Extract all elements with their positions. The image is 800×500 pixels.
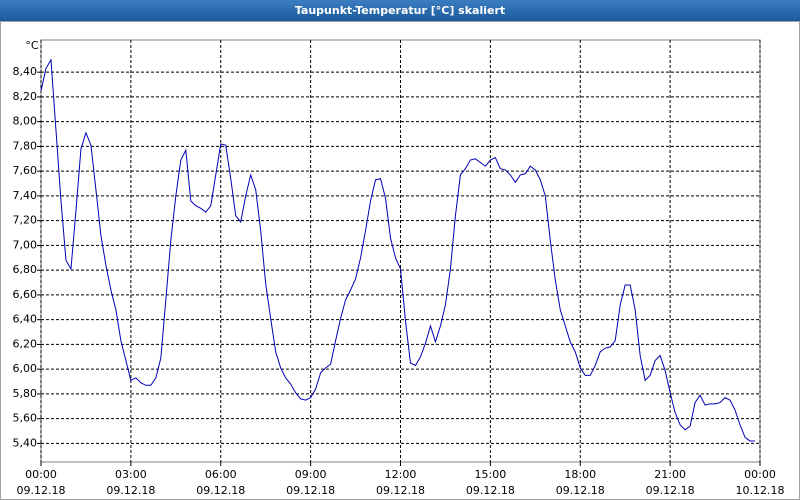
x-tick-date: 09.12.18 (106, 484, 155, 497)
y-tick-label: 6,20 (13, 337, 38, 350)
y-tick-label: 5,80 (13, 387, 38, 400)
y-tick-label: 7,20 (13, 214, 38, 227)
y-tick-label: 6,00 (13, 362, 38, 375)
x-tick-date: 09.12.18 (17, 484, 66, 497)
y-tick-label: 8,00 (13, 115, 38, 128)
y-tick-label: 6,40 (13, 313, 38, 326)
y-tick-label: 5,60 (13, 412, 38, 425)
y-tick-label: 7,80 (13, 139, 38, 152)
title-bar (0, 0, 800, 21)
y-tick-label: 6,60 (13, 288, 38, 301)
x-tick-date: 10.12.18 (736, 484, 785, 497)
x-tick-date: 09.12.18 (376, 484, 425, 497)
y-tick-label: 8,20 (13, 90, 38, 103)
y-tick-label: 8,40 (13, 65, 38, 78)
x-tick-date: 09.12.18 (556, 484, 605, 497)
y-tick-label: 5,40 (13, 436, 38, 449)
x-tick-date: 09.12.18 (646, 484, 695, 497)
x-tick-date: 09.12.18 (466, 484, 515, 497)
x-tick-label: 06:00 (205, 468, 237, 481)
x-tick-date: 09.12.18 (286, 484, 335, 497)
x-tick-label: 00:00 (744, 468, 776, 481)
y-tick-label: 7,60 (13, 164, 38, 177)
x-tick-label: 18:00 (564, 468, 596, 481)
line-series (40, 58, 756, 442)
y-tick-label: 6,80 (13, 263, 38, 276)
x-tick-label: 21:00 (654, 468, 686, 481)
x-tick-label: 00:00 (25, 468, 57, 481)
x-tick-date: 09.12.18 (196, 484, 245, 497)
x-tick-label: 12:00 (385, 468, 417, 481)
chart-title: Taupunkt-Temperatur [°C] skaliert (295, 4, 505, 17)
y-tick-label: 7,00 (13, 238, 38, 251)
x-tick-label: 03:00 (115, 468, 147, 481)
y-tick-label: 7,40 (13, 189, 38, 202)
x-tick-label: 15:00 (475, 468, 507, 481)
x-tick-label: 09:00 (295, 468, 327, 481)
y-unit: °C (25, 39, 39, 52)
